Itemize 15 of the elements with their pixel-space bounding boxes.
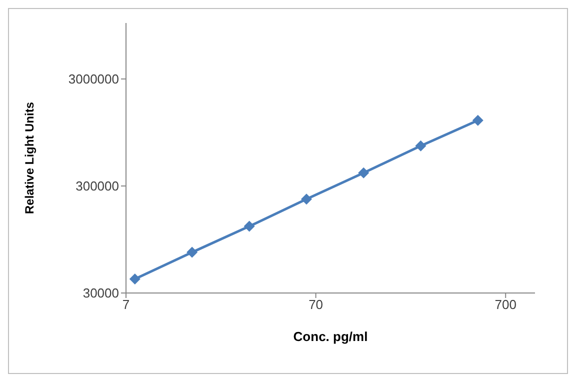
x-tick-label: 70	[308, 297, 324, 312]
point	[129, 274, 140, 285]
y-tick-label: 30000	[82, 286, 119, 301]
point	[244, 220, 255, 232]
x-tick-label: 700	[494, 297, 516, 312]
point	[472, 114, 484, 126]
point	[186, 246, 198, 258]
point	[358, 167, 370, 178]
point	[415, 140, 426, 152]
y-tick-label: 3000000	[68, 72, 119, 87]
y-axis-title: Relative Light Units	[22, 102, 36, 214]
y-tick-label: 300000	[76, 178, 119, 194]
x-tick-label: 7	[122, 297, 130, 312]
point	[300, 194, 312, 205]
x-axis-title: Conc. pg/ml	[293, 329, 368, 344]
